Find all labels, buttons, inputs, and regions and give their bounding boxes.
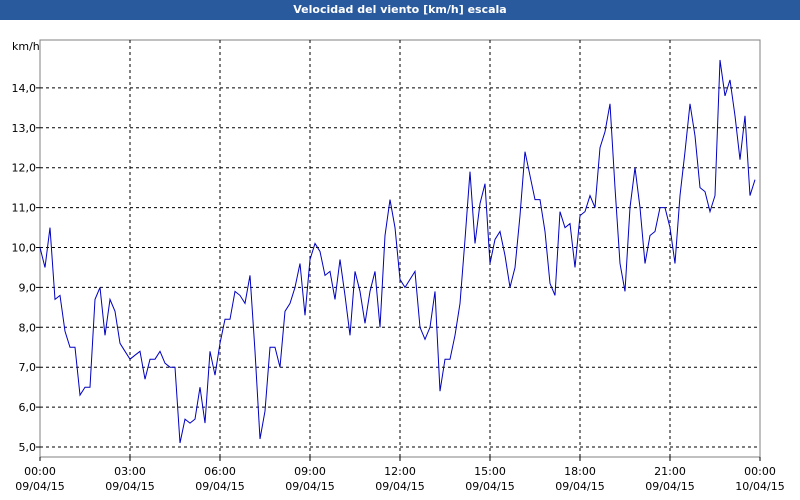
- x-tick-label: 06:00 09/04/15: [195, 465, 244, 493]
- chart-title: Velocidad del viento [km/h] escala: [0, 0, 800, 20]
- x-tick-label: 00:00 10/04/15: [735, 465, 784, 493]
- x-tick-label: 03:00 09/04/15: [105, 465, 154, 493]
- x-tick-label: 09:00 09/04/15: [285, 465, 334, 493]
- y-tick-label: 8,0: [19, 321, 37, 334]
- y-tick-label: 14,0: [12, 82, 37, 95]
- x-tick-label: 18:00 09/04/15: [555, 465, 604, 493]
- y-tick-label: 10,0: [12, 242, 37, 255]
- data-line: [39, 59, 756, 444]
- x-tick-label: 00:00 09/04/15: [15, 465, 64, 493]
- y-tick-label: 12,0: [12, 162, 37, 175]
- y-tick-label: 9,0: [19, 281, 37, 294]
- chart: km/h 5,0 6,0 7,0 8,0 9,0 10,0 11,0 12,0 13,0 14,0…: [0, 20, 800, 500]
- x-tick-label: 15:00 09/04/15: [465, 465, 514, 493]
- y-tick-label: 6,0: [19, 401, 37, 414]
- y-axis-label: km/h: [12, 40, 40, 53]
- y-tick-label: 5,0: [19, 441, 37, 454]
- background: [0, 20, 800, 500]
- x-tick-label: 21:00 09/04/15: [645, 465, 694, 493]
- y-tick-label: 7,0: [19, 361, 37, 374]
- y-tick-label: 13,0: [12, 122, 37, 135]
- x-tick-label: 12:00 09/04/15: [375, 465, 424, 493]
- y-tick-label: 11,0: [12, 202, 37, 215]
